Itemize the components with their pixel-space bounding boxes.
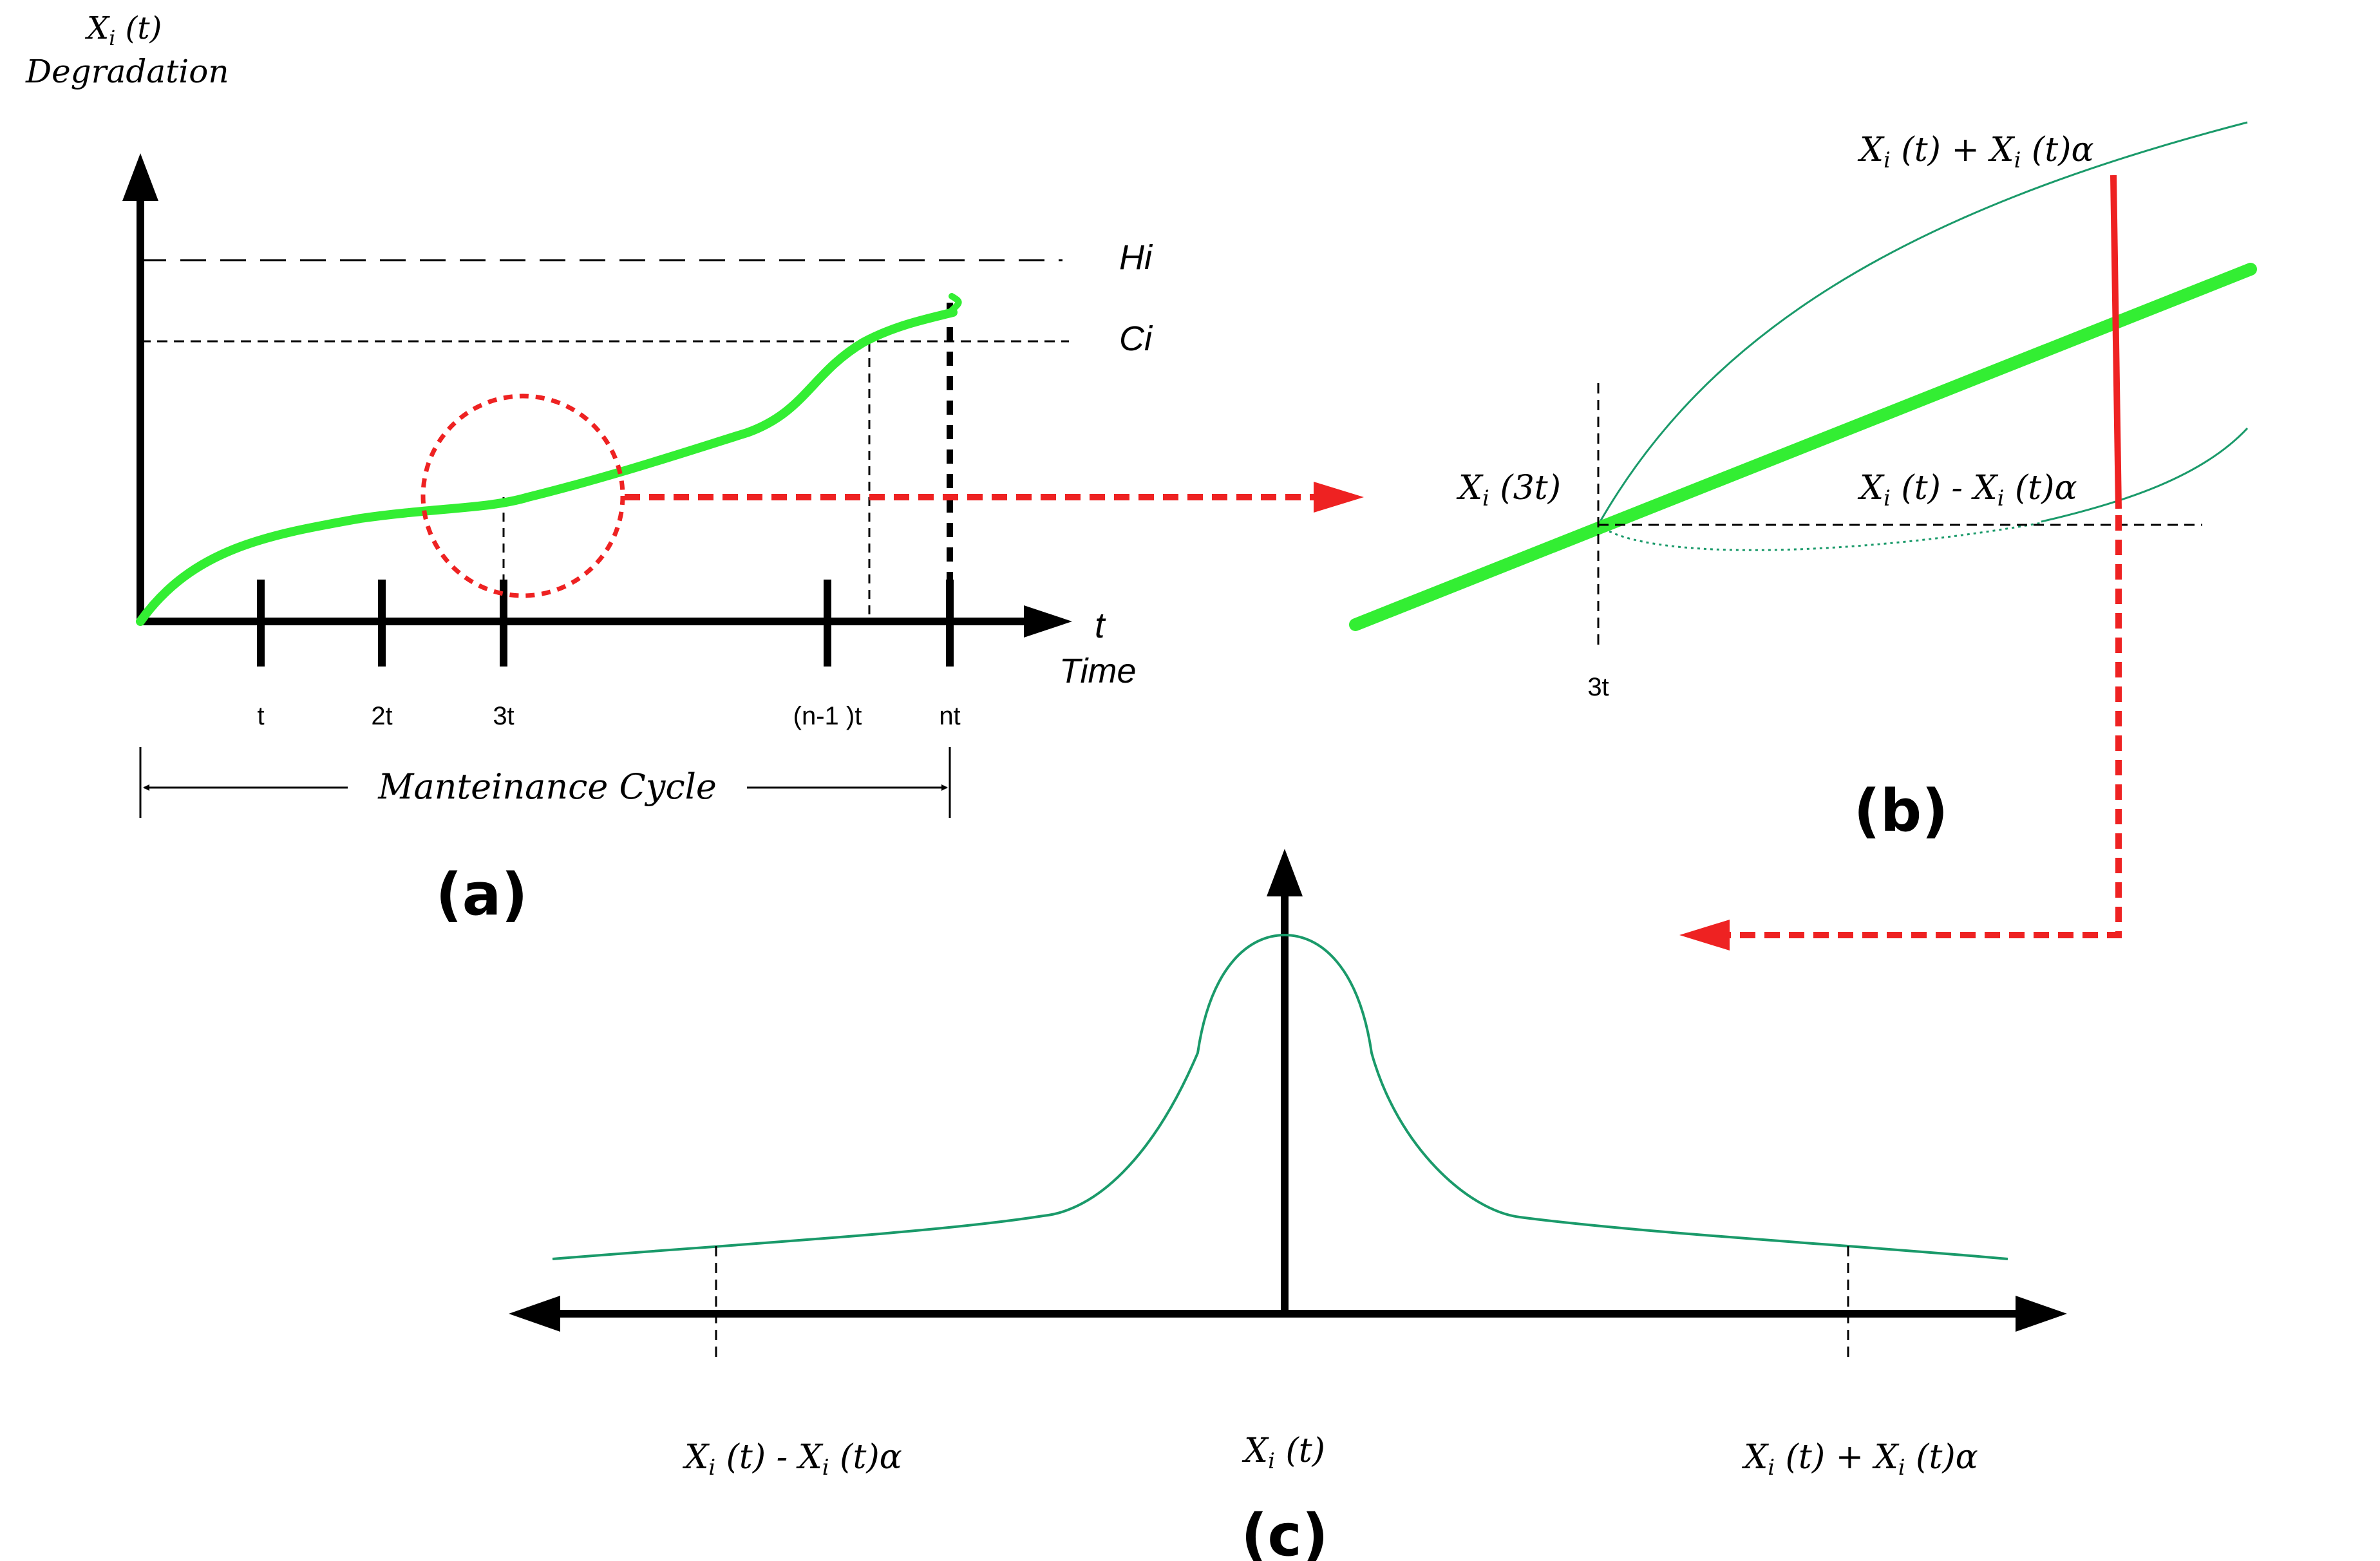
panel-b-label: (b) [1854,777,1949,845]
panel-a: Xi (t) Degradation Hi Ci t Time [25,10,1364,929]
degradation-curve-endcap [947,293,962,316]
zoom-arrowhead [1314,482,1364,513]
tick-label-3t: 3t [493,702,514,730]
c-lower-bound-label: Xi (t) - Xi (t)α [682,1438,902,1481]
b-lower-bound-label: Xi (t) - Xi (t)α [1857,469,2077,511]
degradation-curve [136,308,958,626]
c-upper-bound-label: Xi (t) + Xi (t)α [1741,1438,1978,1481]
panel-c: Xi (t) - Xi (t)α Xi (t) Xi (t) + Xi (t)α… [509,849,2067,1561]
zoomed-degradation-line [1349,263,2257,631]
c-y-axis-arrowhead [1267,849,1303,896]
zoom-circle [420,393,625,598]
panel-b: Xi (t) + Xi (t)α Xi (t) - Xi (t)α Xi (3t… [1349,121,2257,951]
threshold-hi-label: Hi [1119,238,1153,277]
uncertainty-range-bar [2110,175,2122,509]
lower-envelope-dotted [1598,522,2042,551]
cycle-label: Manteinance Cycle [377,766,717,807]
b-to-c-arrowhead [1679,920,1730,951]
c-x-axis-left-arrowhead [509,1296,560,1332]
panel-a-x-axis-arrowhead [1024,605,1072,638]
b-upper-bound-label: Xi (t) + Xi (t)α [1857,131,2094,173]
tick-label-t: t [257,702,264,730]
tick-label-n-1t: (n-1 )t [793,702,862,730]
b-to-c-connector [1726,515,2122,938]
tick-label-2t: 2t [371,702,392,730]
upper-envelope-curve [1597,121,2248,525]
x-axis-variable: t [1095,605,1106,645]
panel-a-y-axis-arrowhead [122,153,158,201]
b-point-label: Xi (3t) [1456,469,1561,511]
c-x-axis-right-arrowhead [2016,1296,2067,1332]
b-tick-label-3t: 3t [1587,673,1609,701]
panel-a-y-axis-label: Xi (t) [84,10,162,50]
x-axis-title: Time [1059,652,1137,690]
distribution-curve [552,933,2008,1260]
lower-envelope-curve [2041,427,2249,523]
c-center-label: Xi (t) [1242,1432,1325,1474]
panel-a-y-axis-title: Degradation [25,53,229,90]
tick-label-nt: nt [939,702,960,730]
panel-c-label: (c) [1241,1502,1328,1561]
threshold-ci-label: Ci [1119,319,1153,358]
panel-a-label: (a) [436,861,528,929]
